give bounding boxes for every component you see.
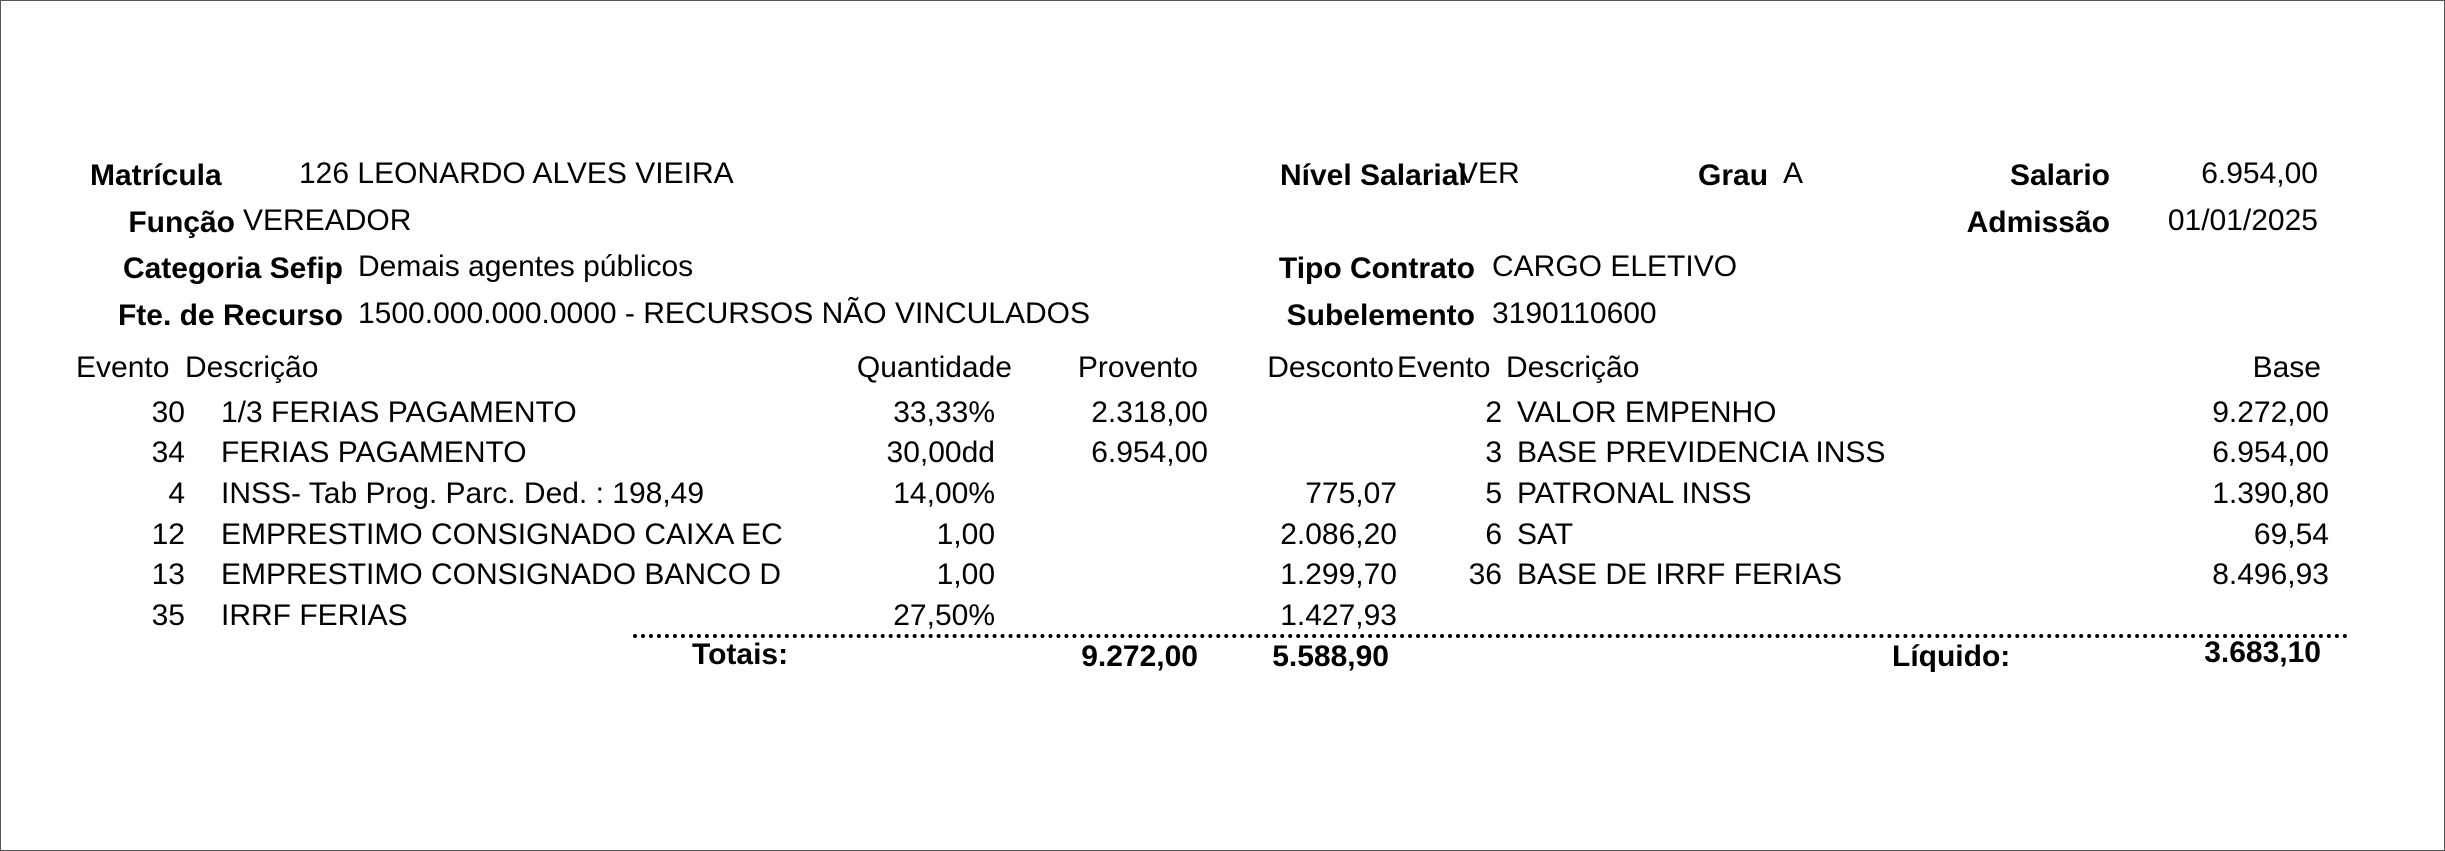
- event-desconto: 1.299,70: [1280, 558, 1397, 591]
- salario-label: Salario: [2009, 159, 2110, 192]
- event-quantity: 1,00: [936, 558, 995, 591]
- base-value: 9.272,00: [2212, 396, 2329, 429]
- event-quantity: 30,00dd: [886, 436, 995, 469]
- nivel-value: VER: [1458, 157, 1520, 190]
- total-descontos: 5.588,90: [1272, 640, 1389, 673]
- col-base: Base: [2252, 351, 2321, 384]
- event-desconto: 775,07: [1305, 477, 1397, 510]
- nivel-label: Nível Salarial: [1280, 159, 1467, 192]
- event-desconto: 2.086,20: [1280, 518, 1397, 551]
- event-code: 13: [151, 558, 185, 591]
- event-code: 4: [168, 477, 185, 510]
- event-code: 34: [151, 436, 185, 469]
- event-quantity: 33,33%: [893, 396, 995, 429]
- event-quantity: 27,50%: [893, 599, 995, 632]
- subelemento-label: Subelemento: [1286, 299, 1475, 332]
- funcao-value: VEREADOR: [243, 204, 412, 237]
- event-provento: 6.954,00: [1091, 436, 1208, 469]
- base-description: BASE DE IRRF FERIAS: [1517, 558, 1843, 591]
- categoria-label: Categoria Sefip: [122, 252, 343, 285]
- liquido-label: Líquido:: [1892, 640, 2011, 673]
- event-description: EMPRESTIMO CONSIGNADO CAIXA EC: [221, 518, 783, 551]
- event-code: 30: [151, 396, 185, 429]
- base-value: 69,54: [2253, 518, 2329, 551]
- fonte-value: 1500.000.000.0000 - RECURSOS NÃO VINCULA…: [358, 297, 1090, 330]
- event-description: FERIAS PAGAMENTO: [221, 436, 527, 469]
- event-provento: 2.318,00: [1091, 396, 1208, 429]
- base-event-code: 2: [1485, 396, 1502, 429]
- col-provento: Provento: [1077, 351, 1198, 384]
- base-event-code: 3: [1485, 436, 1502, 469]
- liquido-value: 3.683,10: [2204, 636, 2321, 669]
- base-value: 1.390,80: [2212, 477, 2329, 510]
- base-event-code: 6: [1485, 518, 1502, 551]
- categoria-value: Demais agentes públicos: [358, 250, 694, 283]
- event-quantity: 1,00: [936, 518, 995, 551]
- event-quantity: 14,00%: [893, 477, 995, 510]
- col-quantidade: Quantidade: [856, 351, 1012, 384]
- totals-label: Totais:: [692, 638, 789, 671]
- grau-label: Grau: [1698, 159, 1769, 192]
- event-description: INSS- Tab Prog. Parc. Ded. : 198,49: [221, 477, 705, 510]
- base-value: 8.496,93: [2212, 558, 2329, 591]
- col-evento: Evento: [76, 351, 170, 384]
- event-description: IRRF FERIAS: [221, 599, 408, 632]
- col-descricao: Descrição: [185, 351, 319, 384]
- totals-divider: [633, 634, 2349, 638]
- matricula-value: 126 LEONARDO ALVES VIEIRA: [299, 157, 734, 190]
- base-value: 6.954,00: [2212, 436, 2329, 469]
- tipo-contrato-label: Tipo Contrato: [1278, 252, 1475, 285]
- base-description: BASE PREVIDENCIA INSS: [1517, 436, 1886, 469]
- base-description: PATRONAL INSS: [1517, 477, 1752, 510]
- fonte-label: Fte. de Recurso: [117, 299, 343, 332]
- grau-value: A: [1783, 157, 1804, 190]
- subelemento-value: 3190110600: [1492, 297, 1657, 330]
- col-desconto: Desconto: [1267, 351, 1394, 384]
- event-desconto: 1.427,93: [1280, 599, 1397, 632]
- tipo-contrato-value: CARGO ELETIVO: [1492, 250, 1738, 283]
- admissao-label: Admissão: [1966, 206, 2110, 239]
- base-description: SAT: [1517, 518, 1574, 551]
- event-code: 35: [151, 599, 185, 632]
- admissao-value: 01/01/2025: [2167, 204, 2318, 237]
- salario-value: 6.954,00: [2201, 157, 2318, 190]
- col-descricao-base: Descrição: [1506, 351, 1640, 384]
- event-code: 12: [151, 518, 185, 551]
- base-event-code: 36: [1468, 558, 1502, 591]
- base-event-code: 5: [1485, 477, 1502, 510]
- event-description: EMPRESTIMO CONSIGNADO BANCO D: [221, 558, 782, 591]
- event-description: 1/3 FERIAS PAGAMENTO: [221, 396, 577, 429]
- matricula-label: Matrícula: [90, 159, 222, 192]
- funcao-label: Função: [128, 206, 235, 239]
- total-proventos: 9.272,00: [1081, 640, 1198, 673]
- base-description: VALOR EMPENHO: [1517, 396, 1777, 429]
- col-evento-base: Evento: [1397, 351, 1491, 384]
